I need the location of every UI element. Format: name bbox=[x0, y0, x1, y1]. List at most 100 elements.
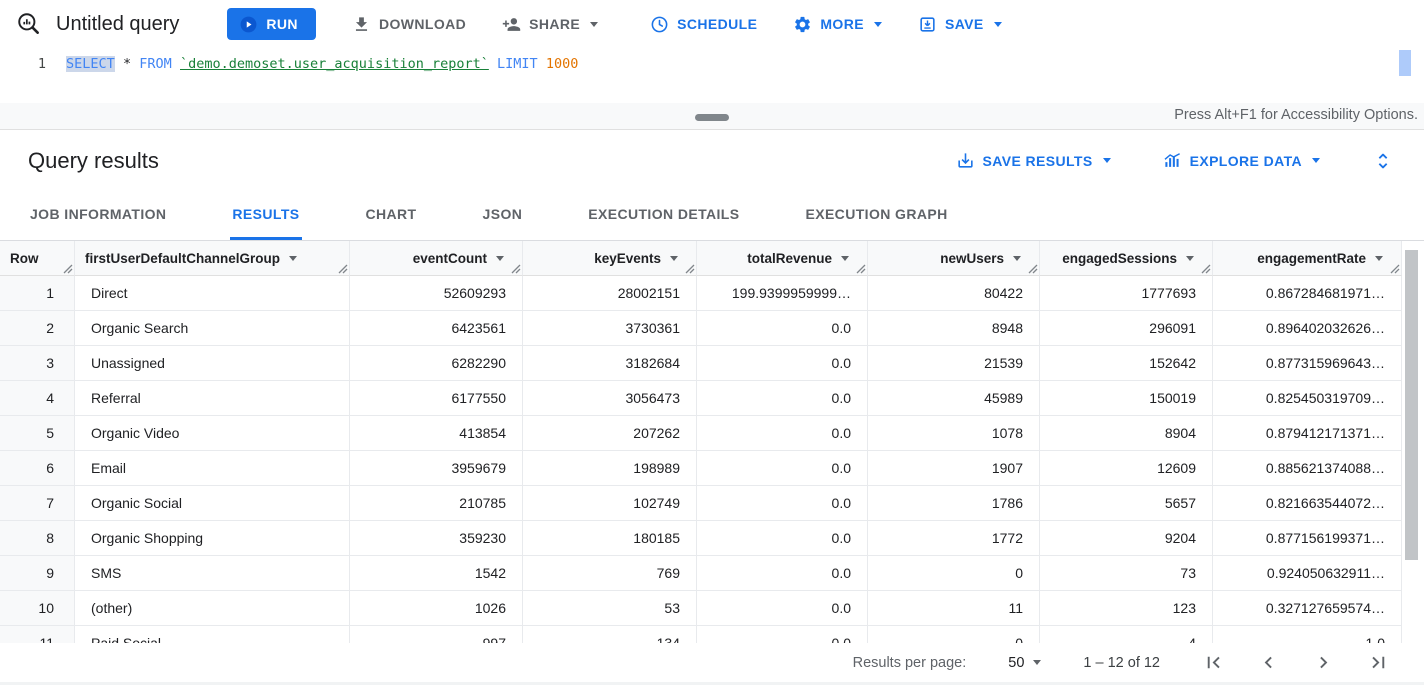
data-cell[interactable]: 180185 bbox=[523, 521, 697, 556]
row-number-cell[interactable]: 8 bbox=[0, 521, 75, 556]
data-cell[interactable]: 80422 bbox=[868, 276, 1040, 311]
row-number-cell[interactable]: 7 bbox=[0, 486, 75, 521]
sql-table-reference-link[interactable]: `demo.demoset.user_acquisition_report` bbox=[180, 56, 489, 72]
row-number-cell[interactable]: 1 bbox=[0, 276, 75, 311]
data-cell[interactable]: 4 bbox=[1040, 626, 1213, 643]
data-cell[interactable]: 150019 bbox=[1040, 381, 1213, 416]
data-cell[interactable]: 1026 bbox=[350, 591, 523, 626]
column-resize-handle[interactable] bbox=[1200, 262, 1211, 274]
data-cell[interactable]: Paid Social bbox=[75, 626, 350, 643]
data-cell[interactable]: 1777693 bbox=[1040, 276, 1213, 311]
page-size-dropdown[interactable]: 50 bbox=[1008, 655, 1042, 671]
data-cell[interactable]: 296091 bbox=[1040, 311, 1213, 346]
data-cell[interactable]: 0.0 bbox=[697, 556, 868, 591]
schedule-button[interactable]: SCHEDULE bbox=[650, 15, 757, 34]
data-cell[interactable]: Organic Shopping bbox=[75, 521, 350, 556]
data-cell[interactable]: 152642 bbox=[1040, 346, 1213, 381]
data-cell[interactable]: Unassigned bbox=[75, 346, 350, 381]
data-cell[interactable]: 413854 bbox=[350, 416, 523, 451]
data-cell[interactable]: 0.896402032626… bbox=[1213, 311, 1402, 346]
row-number-cell[interactable]: 3 bbox=[0, 346, 75, 381]
data-cell[interactable]: 5657 bbox=[1040, 486, 1213, 521]
data-cell[interactable]: 0.0 bbox=[697, 416, 868, 451]
row-number-cell[interactable]: 2 bbox=[0, 311, 75, 346]
data-cell[interactable]: 9204 bbox=[1040, 521, 1213, 556]
data-cell[interactable]: 11 bbox=[868, 591, 1040, 626]
data-cell[interactable]: 199.9399959999… bbox=[697, 276, 868, 311]
data-cell[interactable]: 0.0 bbox=[697, 346, 868, 381]
data-cell[interactable]: 1.0 bbox=[1213, 626, 1402, 643]
data-cell[interactable]: Organic Video bbox=[75, 416, 350, 451]
column-dropdown-icon[interactable] bbox=[1013, 255, 1021, 261]
column-header-Row[interactable]: Row bbox=[0, 241, 75, 276]
download-button[interactable]: DOWNLOAD bbox=[352, 15, 466, 34]
editor-scrollbar-thumb[interactable] bbox=[1399, 50, 1411, 76]
row-number-cell[interactable]: 9 bbox=[0, 556, 75, 591]
save-results-button[interactable]: SAVE RESULTS bbox=[956, 151, 1111, 170]
column-resize-handle[interactable] bbox=[855, 262, 866, 274]
data-cell[interactable]: 1772 bbox=[868, 521, 1040, 556]
data-cell[interactable]: 0.0 bbox=[697, 451, 868, 486]
next-page-button[interactable] bbox=[1312, 651, 1335, 674]
explore-data-button[interactable]: EXPLORE DATA bbox=[1163, 151, 1320, 170]
data-cell[interactable]: 3182684 bbox=[523, 346, 697, 381]
run-button[interactable]: RUN bbox=[227, 8, 316, 40]
sql-editor[interactable]: 1 SELECT * FROM `demo.demoset.user_acquisit… bbox=[0, 48, 1424, 103]
data-cell[interactable]: 0.879412171371… bbox=[1213, 416, 1402, 451]
tab-job-information[interactable]: JOB INFORMATION bbox=[30, 206, 167, 222]
tab-chart[interactable]: CHART bbox=[365, 206, 417, 222]
row-number-cell[interactable]: 6 bbox=[0, 451, 75, 486]
data-cell[interactable]: 769 bbox=[523, 556, 697, 591]
data-cell[interactable]: 45989 bbox=[868, 381, 1040, 416]
data-cell[interactable]: 0.0 bbox=[697, 626, 868, 643]
data-cell[interactable]: (other) bbox=[75, 591, 350, 626]
data-cell[interactable]: 0.867284681971… bbox=[1213, 276, 1402, 311]
prev-page-button[interactable] bbox=[1257, 651, 1280, 674]
data-cell[interactable]: Organic Social bbox=[75, 486, 350, 521]
data-cell[interactable]: 0.0 bbox=[697, 521, 868, 556]
data-cell[interactable]: 6177550 bbox=[350, 381, 523, 416]
data-cell[interactable]: 73 bbox=[1040, 556, 1213, 591]
data-cell[interactable]: 0.877156199371… bbox=[1213, 521, 1402, 556]
column-resize-handle[interactable] bbox=[684, 262, 695, 274]
splitter-drag-handle[interactable] bbox=[695, 114, 729, 121]
query-title[interactable]: Untitled query bbox=[56, 12, 180, 35]
data-cell[interactable]: 3730361 bbox=[523, 311, 697, 346]
data-cell[interactable]: 21539 bbox=[868, 346, 1040, 381]
collapse-expand-button[interactable] bbox=[1372, 150, 1394, 172]
data-cell[interactable]: Email bbox=[75, 451, 350, 486]
column-header-keyEvents[interactable]: keyEvents bbox=[523, 241, 697, 276]
column-resize-handle[interactable] bbox=[62, 262, 73, 274]
column-header-totalRevenue[interactable]: totalRevenue bbox=[697, 241, 868, 276]
data-cell[interactable]: 3056473 bbox=[523, 381, 697, 416]
row-number-cell[interactable]: 11 bbox=[0, 626, 75, 643]
data-cell[interactable]: 0.0 bbox=[697, 311, 868, 346]
data-cell[interactable]: 0.0 bbox=[697, 486, 868, 521]
data-cell[interactable]: 102749 bbox=[523, 486, 697, 521]
data-cell[interactable]: 53 bbox=[523, 591, 697, 626]
data-cell[interactable]: 207262 bbox=[523, 416, 697, 451]
data-cell[interactable]: 0.821663544072… bbox=[1213, 486, 1402, 521]
column-dropdown-icon[interactable] bbox=[496, 255, 504, 261]
data-cell[interactable]: 1542 bbox=[350, 556, 523, 591]
data-cell[interactable]: 6423561 bbox=[350, 311, 523, 346]
data-cell[interactable]: Direct bbox=[75, 276, 350, 311]
column-header-engagementRate[interactable]: engagementRate bbox=[1213, 241, 1402, 276]
data-cell[interactable]: 0 bbox=[868, 556, 1040, 591]
data-cell[interactable]: 0.924050632911… bbox=[1213, 556, 1402, 591]
row-number-cell[interactable]: 5 bbox=[0, 416, 75, 451]
data-cell[interactable]: 8948 bbox=[868, 311, 1040, 346]
row-number-cell[interactable]: 10 bbox=[0, 591, 75, 626]
data-cell[interactable]: 359230 bbox=[350, 521, 523, 556]
data-cell[interactable]: 198989 bbox=[523, 451, 697, 486]
data-cell[interactable]: 6282290 bbox=[350, 346, 523, 381]
data-cell[interactable]: 0 bbox=[868, 626, 1040, 643]
data-cell[interactable]: 0.327127659574… bbox=[1213, 591, 1402, 626]
column-resize-handle[interactable] bbox=[1027, 262, 1038, 274]
data-cell[interactable]: 1786 bbox=[868, 486, 1040, 521]
first-page-button[interactable] bbox=[1202, 651, 1225, 674]
data-cell[interactable]: 210785 bbox=[350, 486, 523, 521]
data-cell[interactable]: 1907 bbox=[868, 451, 1040, 486]
table-scrollbar-thumb[interactable] bbox=[1405, 250, 1418, 560]
data-cell[interactable]: SMS bbox=[75, 556, 350, 591]
